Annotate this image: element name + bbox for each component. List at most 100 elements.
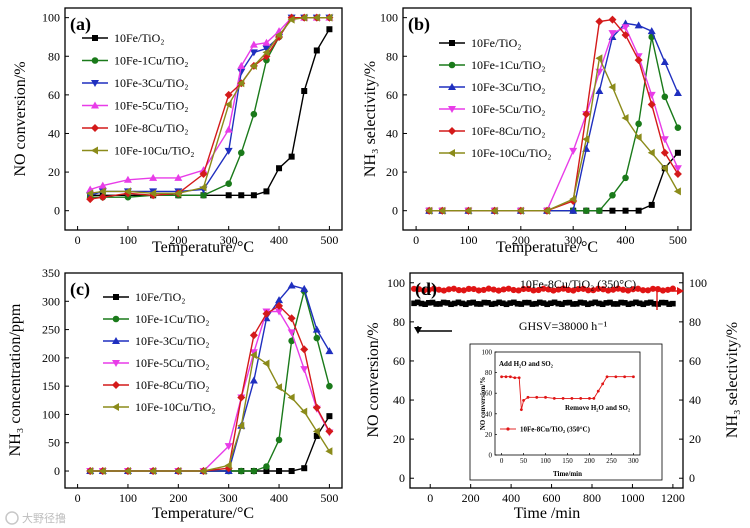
data-point-b-3-14 <box>673 165 682 173</box>
data-point-d-0-59 <box>629 300 636 307</box>
y-tick-label-c-4: 200 <box>42 351 60 365</box>
series-b <box>425 15 682 215</box>
data-point-a-3-1 <box>98 181 107 189</box>
y-tick-label-d-3: 60 <box>393 354 405 368</box>
y-tick-label-b-1: 20 <box>386 165 398 179</box>
data-point-a-5-2 <box>123 187 131 196</box>
x-tick-label-c-2: 200 <box>169 491 187 505</box>
data-point-d-1-2 <box>420 287 428 294</box>
legend-label-a-3: 10Fe-5Cu/TiO₂ <box>114 99 188 113</box>
data-point-a-3-6 <box>224 125 233 133</box>
x-axis-label-c: Temperature/°C <box>152 505 254 522</box>
data-point-a-5-8 <box>249 61 257 70</box>
data-point-d-1-3 <box>425 286 433 293</box>
legend-label-c-3: 10Fe-5Cu/TiO₂ <box>135 356 209 370</box>
x-tick-label-b-4: 400 <box>617 233 635 247</box>
x-tick-label-c-0: 0 <box>75 491 81 505</box>
data-point-d-1-4 <box>430 285 438 292</box>
y-axis-label-c: NH₃ concentration/ppm <box>7 303 24 456</box>
data-point-b-2-11 <box>634 21 643 29</box>
x-tick-label-c-1: 100 <box>119 491 137 505</box>
data-point-d-0-5 <box>429 299 436 306</box>
data-point-c-0-13 <box>313 432 320 439</box>
y-tick-label-b-0: 0 <box>392 204 398 218</box>
data-point-c-5-1 <box>98 467 106 476</box>
watermark: 大野径撸 <box>5 511 66 525</box>
data-point-a-1-7 <box>237 149 245 157</box>
data-point-d-0-41 <box>562 299 569 306</box>
data-point-b-4-11 <box>634 56 643 65</box>
data-point-b-0-12 <box>648 201 655 208</box>
data-point-d-0-11 <box>451 300 458 307</box>
data-point-b-1-13 <box>661 93 669 101</box>
data-point-c-4-9 <box>262 309 271 318</box>
data-point-d-1-1 <box>415 286 423 293</box>
data-point-b-5-14 <box>673 187 681 196</box>
data-point-c-0-9 <box>263 468 270 475</box>
data-point-c-3-12 <box>300 366 309 374</box>
data-point-d-0-18 <box>477 301 484 307</box>
inset-data-point-10 <box>552 396 556 400</box>
data-point-c-5-2 <box>123 467 131 476</box>
x-tick-label-d-1: 200 <box>462 491 480 505</box>
data-point-d-0-8 <box>440 299 447 306</box>
data-point-b-4-10 <box>621 31 630 40</box>
data-point-d-0-56 <box>618 299 624 306</box>
x-tick-label-a-0: 0 <box>75 233 81 247</box>
data-point-d-0-45 <box>577 299 584 306</box>
inset-legend-marker <box>506 427 510 431</box>
data-point-c-0-14 <box>326 413 333 420</box>
legend-label-b-0: 10Fe/TiO₂ <box>471 36 521 50</box>
data-point-d-0-69 <box>666 301 672 307</box>
data-point-c-2-12 <box>300 284 309 292</box>
data-point-a-3-2 <box>123 175 132 183</box>
data-point-c-5-4 <box>174 467 182 476</box>
data-point-a-5-14 <box>325 13 333 22</box>
legend-marker-a-5 <box>91 146 98 155</box>
y-tick-label-c-2: 100 <box>42 407 60 421</box>
y-tick-label-d-1: 20 <box>393 432 405 446</box>
y-right-tick-label-d-0: 0 <box>689 471 695 485</box>
data-point-a-3-4 <box>174 173 183 181</box>
data-point-d-0-17 <box>474 301 480 307</box>
data-point-b-0-11 <box>635 207 642 214</box>
inset-data-point-19 <box>614 375 618 379</box>
data-point-d-0-51 <box>599 301 606 308</box>
y-tick-label-b-3: 60 <box>386 88 398 102</box>
data-point-c-3-11 <box>287 329 296 337</box>
x-tick-label-d-0: 0 <box>427 491 433 505</box>
y-tick-label-d-0: 0 <box>399 471 405 485</box>
data-point-a-0-9 <box>263 188 270 195</box>
data-point-c-5-9 <box>262 359 270 368</box>
y-tick-label-c-7: 350 <box>42 266 60 280</box>
data-point-d-1-39 <box>605 287 612 294</box>
data-point-c-4-10 <box>275 301 284 310</box>
right-axis-arrowhead <box>677 287 684 295</box>
inset-data-point-5 <box>519 408 523 412</box>
x-tick-label-a-4: 400 <box>270 233 288 247</box>
data-point-d-1-10 <box>460 287 467 294</box>
data-point-a-0-7 <box>238 192 245 199</box>
data-point-c-5-6 <box>224 461 232 470</box>
data-point-d-0-46 <box>581 300 587 306</box>
legend-b: 10Fe/TiO₂ 10Fe-1Cu/TiO₂ 10Fe-3Cu/TiO₂ 10Fe-… <box>439 36 551 160</box>
inset-x-tick-label-3: 150 <box>562 457 573 465</box>
inset-x-tick-label-2: 100 <box>540 457 551 465</box>
legend-marker-c-3 <box>112 360 120 367</box>
x-tick-label-a-1: 100 <box>119 233 137 247</box>
data-point-a-3-8 <box>249 40 258 48</box>
legend-marker-a-4 <box>91 124 99 132</box>
data-point-a-1-5 <box>200 191 207 199</box>
inset-y-tick-label-0: 0 <box>489 452 493 460</box>
data-point-b-5-10 <box>621 114 629 123</box>
y-tick-label-a-5: 100 <box>42 11 60 25</box>
data-point-c-5-7 <box>237 421 245 430</box>
data-point-c-3-10 <box>275 308 284 316</box>
x-tick-label-b-2: 200 <box>512 233 530 247</box>
inset-add-annotation: Add H₂O and SO₂ <box>499 360 553 368</box>
data-point-d-1-48 <box>649 285 657 292</box>
left-axis-arrowhead <box>414 327 422 334</box>
data-point-a-0-8 <box>250 192 257 199</box>
data-point-d-1-0 <box>410 285 418 292</box>
